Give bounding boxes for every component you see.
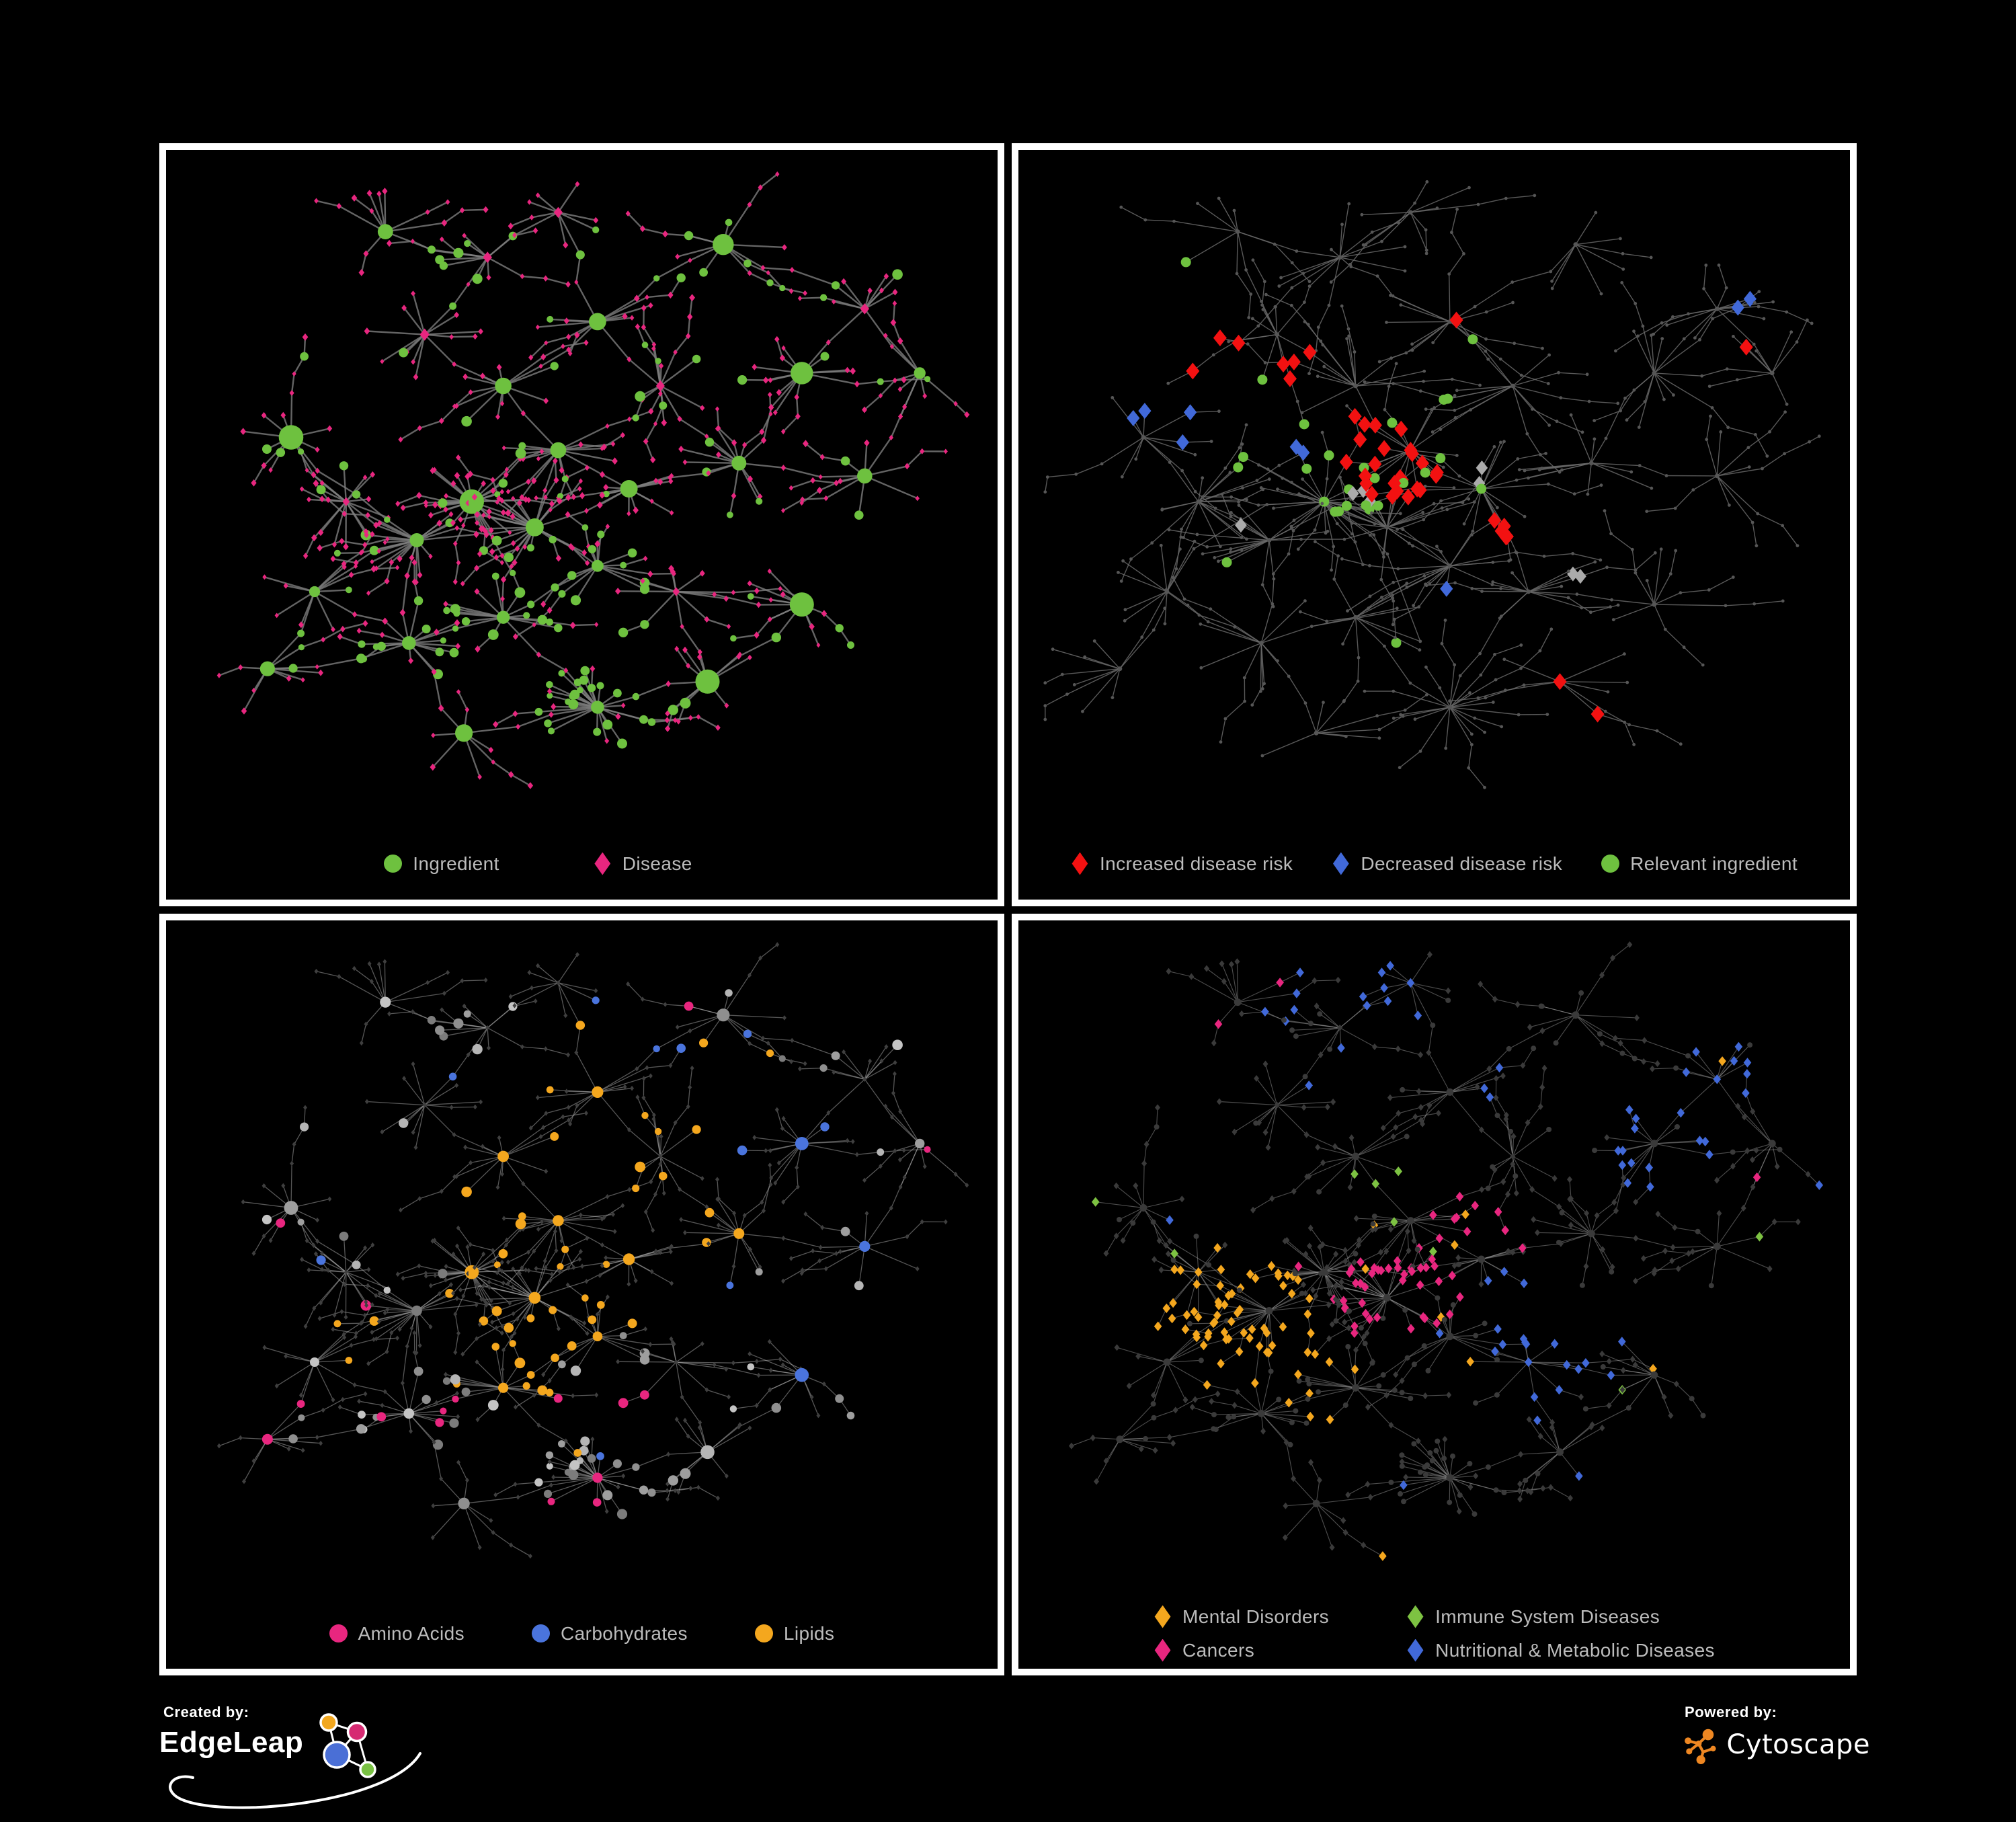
legend-label-amino-acids: Amino Acids [358,1623,465,1645]
legend-label-cancers: Cancers [1182,1640,1254,1661]
legend-item-lipids: Lipids [755,1623,835,1645]
legend-item-ingredient: Ingredient [384,853,499,875]
disease-marker [594,853,612,875]
legend-label-increased-risk: Increased disease risk [1100,853,1293,875]
network-disease-classes [1018,920,1850,1598]
legend-ingredient-disease: Ingredient Disease [166,828,998,900]
legend-item-increased-risk: Increased disease risk [1071,853,1293,875]
edgeleap-node-blue [324,1742,350,1768]
edgeleap-logo-icon [299,1710,387,1791]
panel-disease-risk: Increased disease risk Decreased disease… [1012,143,1857,906]
cytoscape-logo-icon [1682,1725,1720,1764]
decreased-risk-marker [1332,853,1350,875]
amino-acids-marker [329,1624,348,1642]
network-ingredient-classes [166,920,998,1598]
legend-ingredient-classes: Amino Acids Carbohydrates Lipids [166,1598,998,1669]
legend-label-ingredient: Ingredient [413,853,499,875]
legend-item-relevant-ingredient: Relevant ingredient [1601,853,1798,875]
legend-disease-risk: Increased disease risk Decreased disease… [1018,828,1850,900]
nutritional-diseases-marker [1406,1639,1424,1662]
legend-label-carbohydrates: Carbohydrates [561,1623,688,1645]
legend-label-relevant-ingredient: Relevant ingredient [1630,853,1798,875]
immune-diseases-marker [1406,1606,1424,1628]
legend-item-disease: Disease [594,853,692,875]
panel-ingredient-disease: Ingredient Disease [159,143,1004,906]
legend-item-amino-acids: Amino Acids [329,1623,465,1645]
legend-item-cancers: Cancers [1154,1639,1329,1662]
cancers-marker [1154,1639,1172,1662]
legend-disease-classes: Mental Disorders Immune System Diseases … [1018,1598,1850,1669]
edgeleap-node-orange [321,1714,337,1731]
cytoscape-logo-text: Cytoscape [1726,1729,1870,1760]
panel-ingredient-classes: Amino Acids Carbohydrates Lipids [159,914,1004,1675]
legend-label-immune-diseases: Immune System Diseases [1435,1606,1660,1628]
powered-by-label: Powered by: [1685,1704,1870,1721]
ingredient-marker [384,855,402,873]
legend-label-lipids: Lipids [784,1623,835,1645]
edgeleap-node-green [360,1762,375,1777]
lipids-marker [755,1624,773,1642]
legend-label-mental-disorders: Mental Disorders [1182,1606,1329,1628]
edgeleap-node-pink [348,1723,366,1741]
relevant-ingredient-marker [1601,855,1619,873]
powered-by-credit: Powered by: Cytoscape [1682,1704,1870,1805]
increased-risk-marker [1071,853,1089,875]
network-disease-risk [1018,150,1850,828]
legend-label-disease: Disease [622,853,692,875]
created-by-credit: Created by: EdgeLeap [159,1704,442,1822]
network-ingredient-disease [166,150,998,828]
legend-item-nutritional-diseases: Nutritional & Metabolic Diseases [1406,1639,1715,1662]
legend-item-immune-diseases: Immune System Diseases [1406,1606,1715,1628]
edgeleap-logo-text: EdgeLeap [159,1727,303,1759]
legend-item-carbohydrates: Carbohydrates [532,1623,688,1645]
mental-disorders-marker [1154,1606,1172,1628]
carbohydrates-marker [532,1624,550,1642]
legend-item-mental-disorders: Mental Disorders [1154,1606,1329,1628]
legend-item-decreased-risk: Decreased disease risk [1332,853,1562,875]
legend-label-nutritional-diseases: Nutritional & Metabolic Diseases [1435,1640,1715,1661]
legend-label-decreased-risk: Decreased disease risk [1361,853,1562,875]
panel-disease-classes: Mental Disorders Immune System Diseases … [1012,914,1857,1675]
